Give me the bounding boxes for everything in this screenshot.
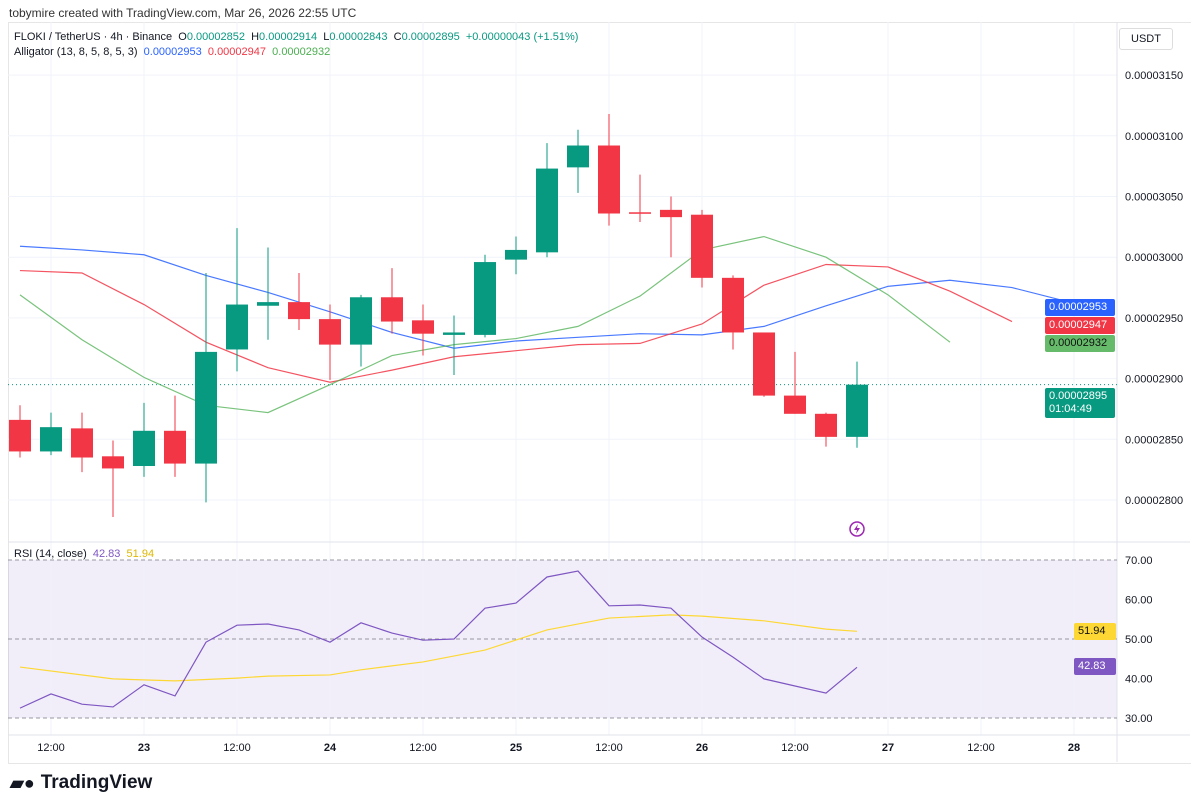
time-tick-label: 25 [510, 742, 522, 754]
chart-caption: tobymire created with TradingView.com, M… [9, 6, 357, 20]
rsi-tick-label: 50.00 [1125, 634, 1153, 646]
time-tick-label: 28 [1068, 742, 1080, 754]
price-tick-label: 0.00002800 [1125, 495, 1183, 507]
close-value: 0.00002895 [401, 31, 460, 43]
candle-body [846, 384, 868, 437]
candle-body [722, 277, 744, 333]
last-price-tag: 0.00002895 01:04:49 [1045, 388, 1115, 418]
lightning-icon[interactable] [849, 521, 865, 537]
high-label: H [251, 31, 260, 43]
rsi-tick-label: 40.00 [1125, 674, 1153, 686]
candle-body [629, 212, 651, 214]
rsi-line [19, 570, 858, 709]
price-tick-label: 0.00003100 [1125, 131, 1183, 143]
time-tick-label: 12:00 [37, 742, 65, 754]
alligator-label[interactable]: Alligator (13, 8, 5, 8, 5, 3) [14, 46, 138, 58]
teeth-value: 0.00002947 [207, 46, 267, 58]
time-tick-label: 12:00 [595, 742, 623, 754]
rsi-tick-label: 30.00 [1125, 713, 1153, 725]
candle-body [226, 304, 248, 350]
lightning-glyph [854, 524, 860, 534]
candle-body [536, 168, 558, 253]
jaw-value: 0.00002953 [143, 46, 202, 58]
candle-body [412, 320, 434, 334]
candle-body [598, 145, 620, 214]
alligator-lips-line [19, 235, 951, 414]
candle-body [784, 395, 806, 414]
candle-body [691, 214, 713, 278]
rsi-ma-value: 51.94 [126, 548, 155, 560]
price-tick-label: 0.00003000 [1125, 252, 1183, 264]
candle-body [815, 413, 837, 437]
lips-value: 0.00002932 [272, 46, 331, 58]
time-tick-label: 27 [882, 742, 894, 754]
candle-body [257, 302, 279, 306]
price-tick-label: 0.00002950 [1125, 313, 1183, 325]
open-label: O [178, 31, 187, 43]
low-value: 0.00002843 [329, 31, 388, 43]
teeth-price-tag: 0.00002947 [1045, 317, 1115, 334]
change-value: +0.00000043 (+1.51%) [465, 31, 579, 43]
close-label: C [393, 31, 402, 43]
time-tick-label: 12:00 [781, 742, 809, 754]
candle-body [102, 456, 124, 469]
rsi-tick-label: 70.00 [1125, 555, 1153, 567]
time-tick-label: 26 [696, 742, 708, 754]
candle-body [505, 249, 527, 260]
candle-body [133, 430, 155, 467]
low-label: L [323, 31, 330, 43]
rsi-tag: 42.83 [1074, 658, 1116, 675]
candle-body [164, 430, 186, 464]
time-tick-label: 24 [324, 742, 337, 754]
lips-price-tag: 0.00002932 [1045, 335, 1115, 352]
candle-body [288, 302, 310, 320]
symbol-legend: FLOKI / TetherUS · 4h · Binance O0.00002… [14, 30, 578, 60]
rsi-ma-tag: 51.94 [1074, 623, 1116, 640]
price-tick-label: 0.00003150 [1125, 70, 1183, 82]
rsi-label[interactable]: RSI (14, close) [14, 548, 87, 560]
price-tick-label: 0.00003050 [1125, 192, 1183, 204]
candle-body [567, 145, 589, 168]
jaw-price-tag: 0.00002953 [1045, 299, 1115, 316]
time-tick-label: 12:00 [409, 742, 437, 754]
bar-countdown: 01:04:49 [1049, 403, 1092, 415]
rsi-tick-label: 60.00 [1125, 595, 1153, 607]
rsi-ma-line [19, 614, 858, 682]
candle-body [40, 427, 62, 452]
tv-logo-icon: ▰● [10, 772, 35, 793]
candle-body [9, 419, 31, 452]
time-tick-label: 12:00 [967, 742, 995, 754]
price-tick-label: 0.00002850 [1125, 434, 1183, 446]
candle-body [350, 297, 372, 345]
candle-body [660, 209, 682, 218]
candle-body [71, 428, 93, 458]
candle-body [195, 351, 217, 464]
alligator-jaw-line [19, 245, 1106, 349]
symbol-name[interactable]: FLOKI / TetherUS · 4h · Binance [14, 31, 173, 43]
rsi-value: 42.83 [92, 548, 121, 560]
tradingview-logo[interactable]: ▰● TradingView [10, 772, 152, 794]
last-price: 0.00002895 [1049, 390, 1108, 402]
alligator-teeth-line [19, 263, 1013, 383]
open-value: 0.00002852 [186, 31, 245, 43]
candle-body [381, 297, 403, 322]
chart-frame [8, 22, 1191, 764]
price-tick-label: 0.00002900 [1125, 374, 1183, 386]
currency-button[interactable]: USDT [1119, 28, 1173, 50]
logo-text: TradingView [40, 772, 153, 793]
candle-body [319, 319, 341, 345]
time-tick-label: 23 [138, 742, 150, 754]
candle-body [753, 332, 775, 396]
time-tick-label: 12:00 [223, 742, 251, 754]
high-value: 0.00002914 [259, 31, 318, 43]
candle-body [474, 262, 496, 335]
candle-body [443, 332, 465, 335]
rsi-legend: RSI (14, close) 42.83 51.94 [14, 548, 154, 560]
